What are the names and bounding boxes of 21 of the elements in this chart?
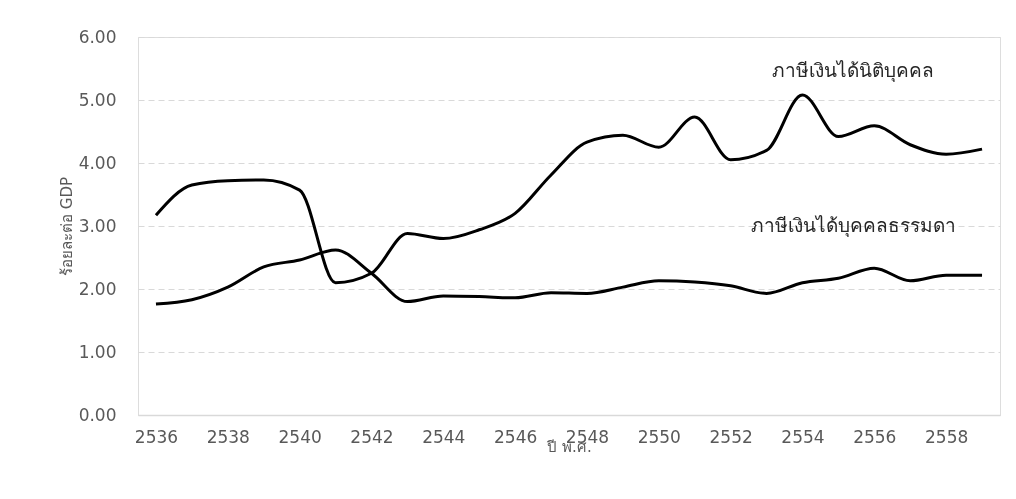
y-axis-title: ร้อยละต่อ GDP xyxy=(57,177,76,276)
x-tick-label: 2544 xyxy=(422,426,466,447)
x-tick-label: 2538 xyxy=(206,426,250,447)
x-tick-label: 2536 xyxy=(134,426,179,447)
x-tick-label: 2556 xyxy=(853,426,897,447)
y-tick-label: 4.00 xyxy=(78,152,117,173)
y-tick-label: 0.00 xyxy=(78,404,117,425)
x-tick-label: 2552 xyxy=(709,426,753,447)
x-tick-label: 2558 xyxy=(924,426,969,447)
x-tick-label: 2540 xyxy=(278,426,322,447)
x-tick-label: 2550 xyxy=(637,426,681,447)
series-label: ภาษีเงินได้นิติบุคคล xyxy=(772,58,935,83)
y-tick-label: 1.00 xyxy=(78,341,117,362)
y-tick-label: 3.00 xyxy=(78,215,117,236)
x-tick-label: 2542 xyxy=(350,426,394,447)
y-tick-label: 2.00 xyxy=(78,278,117,299)
y-tick-label: 6.00 xyxy=(78,26,117,47)
x-tick-label: 2546 xyxy=(493,426,538,447)
y-tick-label: 5.00 xyxy=(78,89,117,110)
text: ภาษีเงินได้บุคคลธรรมดา xyxy=(750,213,956,238)
x-tick-label: 2554 xyxy=(781,426,825,447)
